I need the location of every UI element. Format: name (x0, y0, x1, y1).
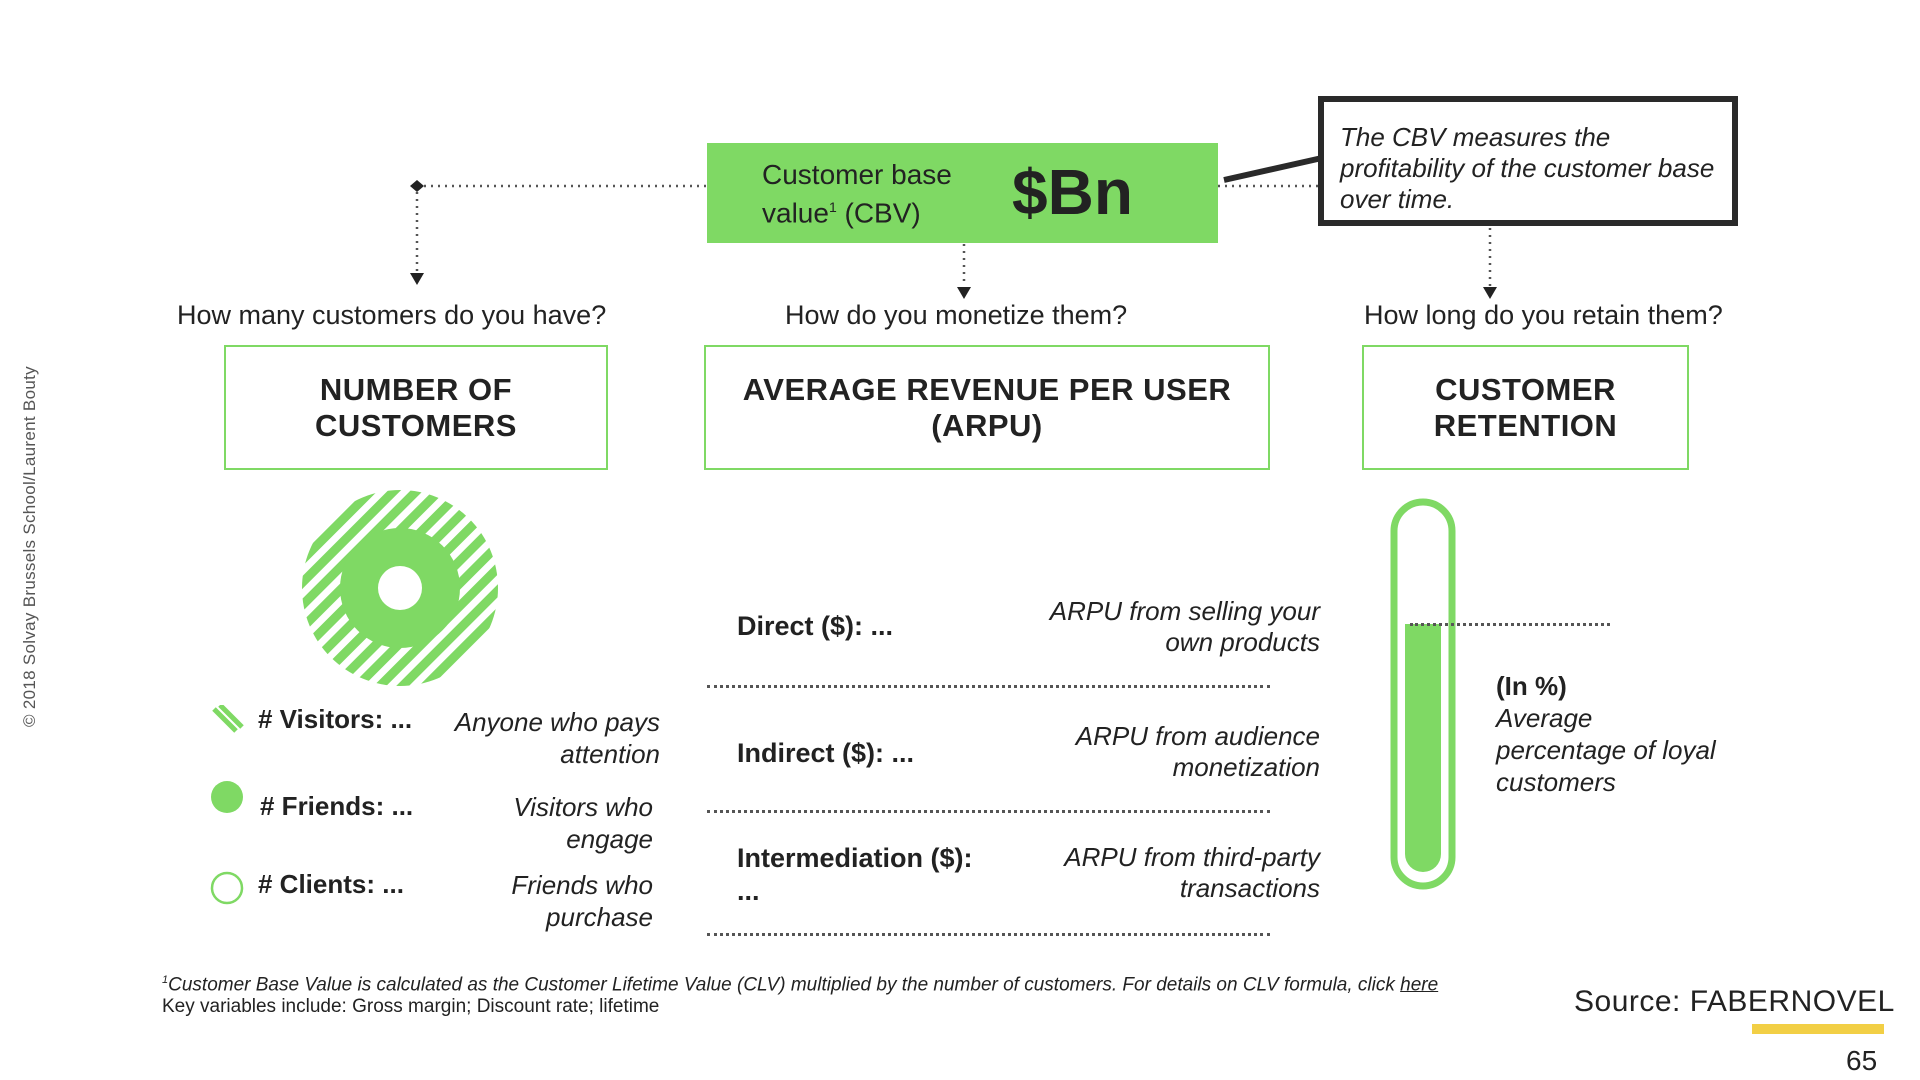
pillar-arpu-line1: AVERAGE REVENUE PER USER (742, 371, 1232, 407)
cbv-label: Customer base value1 (CBV) (762, 159, 952, 229)
source-accent-bar (1752, 1024, 1884, 1034)
pillar-arpu-line2: (ARPU) (931, 407, 1043, 443)
cbv-callout: The CBV measures the profitability of th… (1318, 96, 1738, 226)
customers-arrowhead (410, 273, 424, 285)
question-retain: How long do you retain them? (1364, 300, 1723, 330)
retention-level-line (1410, 623, 1610, 626)
question-customers: How many customers do you have? (177, 300, 607, 330)
arpu-divider (707, 685, 1270, 688)
cbv-label-suffix: (CBV) (844, 197, 921, 229)
segment-visitors-note: Anyone who pays attention (454, 707, 660, 769)
retention-note: Average percentage of loyal customers (1496, 703, 1716, 797)
footnote-line2: Key variables include: Gross margin; Dis… (162, 996, 660, 1018)
cbv-value: $Bn (1012, 156, 1133, 228)
segment-visitors-label: # Visitors: ... (258, 704, 413, 734)
segment-clients-label: # Clients: ... (258, 869, 404, 899)
arpu-divider (707, 810, 1270, 813)
pillar-arpu: AVERAGE REVENUE PER USER (ARPU) (704, 345, 1270, 470)
retention-in-percent: (In %) (1496, 671, 1567, 701)
pillar-retention-line1: CUSTOMER (1435, 371, 1616, 407)
pillar-retention-line2: RETENTION (1433, 407, 1618, 443)
segment-friends-label: # Friends: ... (260, 791, 414, 821)
clients-ring-icon (210, 871, 244, 905)
footnote: 1Customer Base Value is calculated as th… (162, 969, 1542, 1018)
pillar-customer-retention: CUSTOMER RETENTION (1362, 345, 1689, 470)
pillar-customers-line1: NUMBER OF (319, 371, 513, 407)
footnote-marker: 1 (162, 974, 169, 986)
arpu-indirect-note: ARPU from audience monetization (1075, 721, 1320, 782)
copyright-notice: © 2018 Solvay Brussels School/Laurent Bo… (20, 366, 39, 727)
pillar-customers-line2: CUSTOMERS (314, 407, 517, 443)
footnote-line1: Customer Base Value is calculated as the… (168, 974, 1395, 996)
arpu-divider (707, 933, 1270, 936)
clv-formula-link[interactable]: here (1400, 974, 1439, 996)
page-number: 65 (1846, 1045, 1878, 1076)
retention-description: (In %) Average percentage of loyal custo… (1496, 670, 1726, 798)
source-label: Source: FABERNOVEL (1574, 985, 1895, 1018)
arpu-direct-note: ARPU from selling your own products (1049, 596, 1320, 657)
retention-gauge-fill (1405, 624, 1441, 872)
question-monetize: How do you monetize them? (785, 300, 1128, 330)
cbv-box: Customer base value1 (CBV) $Bn (707, 143, 1218, 243)
arpu-intermediation-note: ARPU from third-party transactions (1064, 842, 1320, 903)
arpu-direct-label: Direct ($): ... (737, 611, 894, 641)
connector-diamond (410, 180, 424, 192)
cbv-footnote-marker: 1 (828, 199, 837, 215)
visitors-hatch-icon (212, 705, 244, 733)
friends-dot-icon (211, 781, 243, 813)
retention-gauge (1390, 498, 1456, 890)
cbv-label-line2: value (762, 197, 829, 229)
retention-arrowhead (1483, 287, 1497, 299)
cbv-label-line1: Customer base (762, 159, 952, 190)
pillar-number-of-customers: NUMBER OF CUSTOMERS (224, 345, 608, 470)
arpu-intermediation-label: Intermediation ($): ... (737, 843, 973, 906)
arpu-indirect-label: Indirect ($): ... (737, 738, 915, 768)
customer-target-icon (302, 490, 498, 686)
segment-clients-note: Friends who purchase (511, 870, 653, 932)
segment-friends-note: Visitors who engage (513, 792, 653, 854)
arpu-arrowhead (957, 287, 971, 299)
callout-pointer (1223, 155, 1323, 183)
retention-gauge-fill-top (1405, 624, 1441, 644)
